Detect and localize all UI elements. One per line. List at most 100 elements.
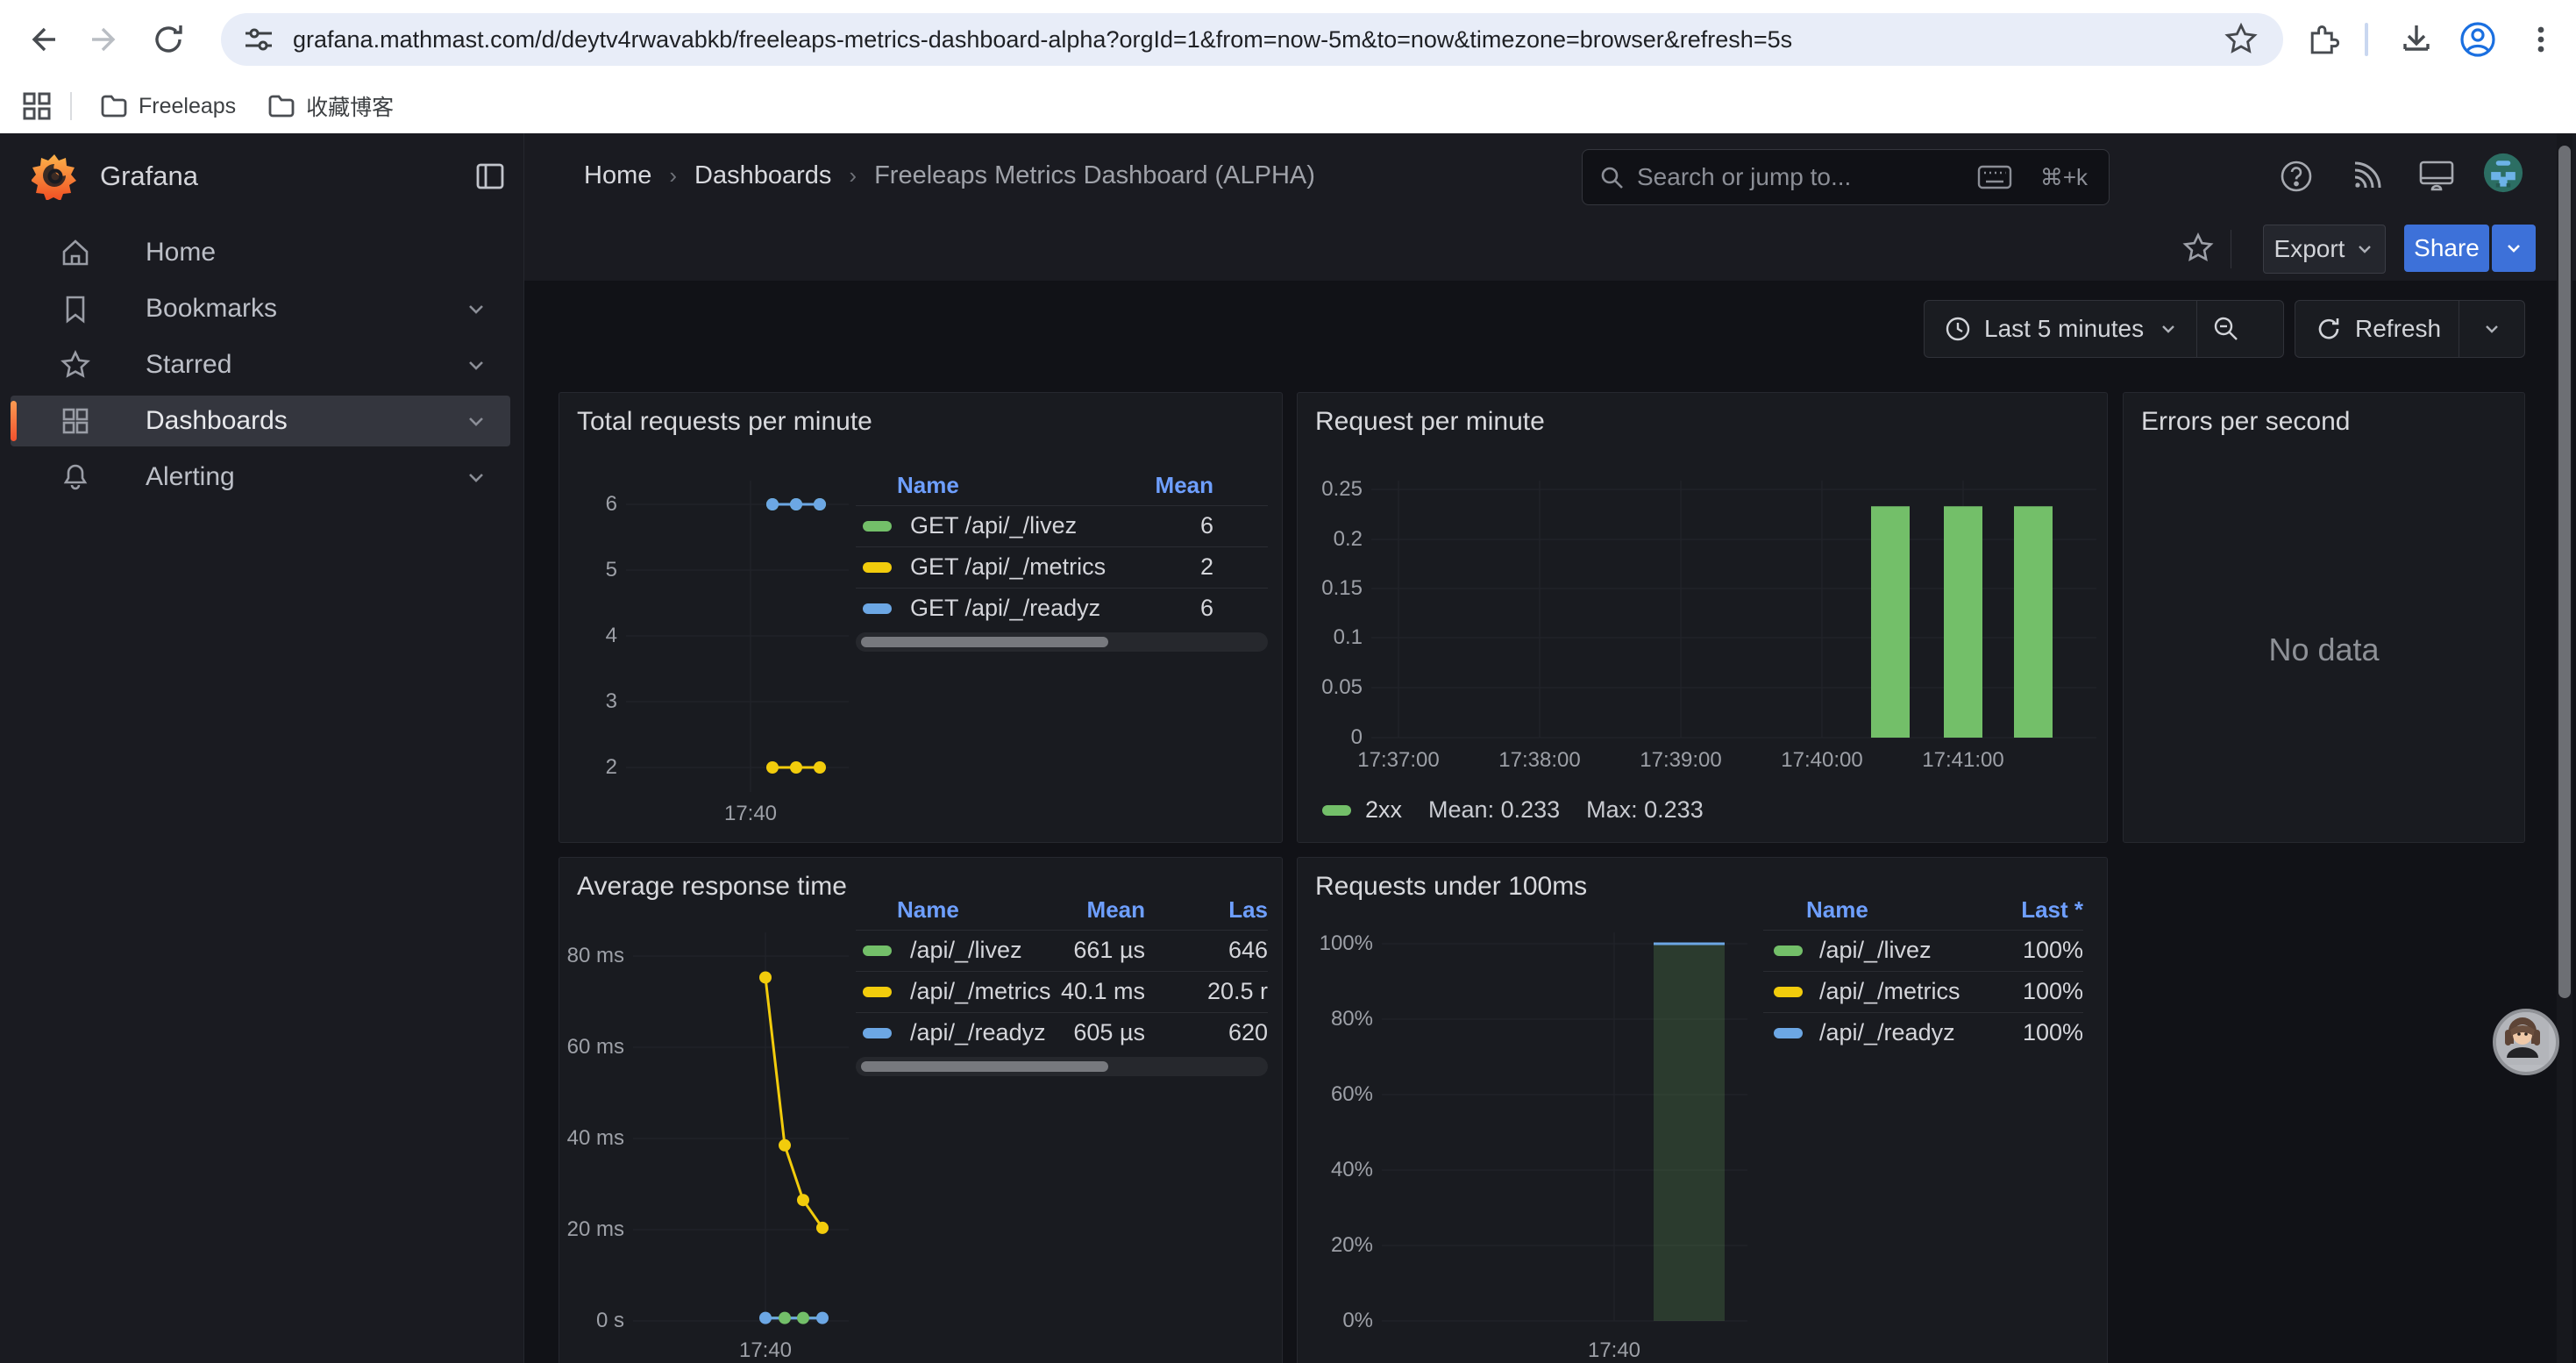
refresh-icon <box>2315 315 2343 343</box>
row-separator <box>1763 1012 2083 1013</box>
profile-icon[interactable] <box>2453 15 2502 64</box>
apps-grid-icon[interactable] <box>16 85 58 127</box>
sidebar-item-starred[interactable]: Starred <box>11 339 510 390</box>
site-settings-icon[interactable] <box>244 25 274 54</box>
legend-col-header: Name <box>897 896 959 923</box>
data-point <box>797 1311 809 1324</box>
y-axis-tick: 0% <box>1342 1309 1373 1332</box>
forward-icon[interactable] <box>81 15 130 64</box>
refresh-button-group[interactable]: Refresh <box>2295 300 2525 358</box>
chevron-down-icon[interactable] <box>465 410 487 432</box>
divider <box>2196 301 2198 357</box>
x-axis-tick: 17:40:00 <box>1781 748 1863 772</box>
sidebar-toggle-icon[interactable] <box>473 160 507 193</box>
series-value: 100% <box>2022 978 2083 1004</box>
series-value: 100% <box>2022 1019 2083 1045</box>
data-point <box>766 761 779 774</box>
user-avatar[interactable] <box>2483 153 2523 193</box>
reload-icon[interactable] <box>144 15 193 64</box>
breadcrumb-home[interactable]: Home <box>584 161 652 189</box>
extensions-icon[interactable] <box>2297 15 2346 64</box>
scrollbar-thumb[interactable] <box>2558 146 2571 998</box>
series-swatch <box>863 987 892 997</box>
news-rss-icon[interactable] <box>2346 156 2387 196</box>
url-text[interactable]: grafana.mathmast.com/d/deytv4rwavabkb/fr… <box>293 25 1793 53</box>
bookmarks-divider <box>70 92 72 120</box>
panel-title: Average response time <box>577 872 847 901</box>
legend-col-header: Last * <box>2021 896 2083 923</box>
series-name: /api/_/readyz <box>1819 1019 1955 1045</box>
refresh-label: Refresh <box>2355 315 2442 342</box>
assistant-avatar[interactable] <box>2493 1009 2559 1075</box>
legend-table[interactable]: Name Mean GET /api/_/livez 6 GET /api/_/metr… <box>856 393 1268 842</box>
time-range-label: Last 5 minutes <box>1984 315 2145 342</box>
export-button[interactable]: Export <box>2263 225 2386 274</box>
row-separator <box>1763 930 2083 931</box>
panel-request-per-minute[interactable]: Request per minute 0.25 0.2 0.15 0.1 0.05 0 1… <box>1297 392 2108 843</box>
keyboard-icon <box>1977 164 2012 190</box>
legend-table[interactable]: Name Last * /api/_/livez 100% /api/_/metrics… <box>1763 858 2083 1121</box>
bookmark-folder-blogs[interactable]: 收藏博客 <box>252 87 409 125</box>
no-data-message: No data <box>2268 632 2380 667</box>
y-axis-tick: 80 ms <box>566 944 624 967</box>
toolbar-divider <box>2365 23 2368 56</box>
y-axis-tick: 4 <box>605 624 617 647</box>
chart-shape <box>2014 506 2053 738</box>
legend-col-header: Mean <box>1086 896 1145 923</box>
grafana-logo[interactable] <box>32 153 77 200</box>
panel-total-requests[interactable]: Total requests per minute 6 5 4 3 2 17:40 Na… <box>559 392 1283 843</box>
favorite-star-icon[interactable] <box>2181 232 2215 265</box>
chevron-down-icon[interactable] <box>465 466 487 489</box>
series-swatch <box>863 946 892 956</box>
panel-average-response-time[interactable]: Average response time 80 ms 60 ms 40 ms 20 … <box>559 857 1283 1363</box>
breadcrumb-dashboards[interactable]: Dashboards <box>694 161 832 189</box>
bookmark-label: 收藏博客 <box>306 96 395 120</box>
legend-col-header: Name <box>1806 896 1868 923</box>
y-axis-tick: 80% <box>1330 1007 1373 1031</box>
series-value: 6 <box>1199 512 1213 539</box>
chevron-down-icon[interactable] <box>465 297 487 320</box>
bookmark-star-icon[interactable] <box>2224 22 2259 57</box>
sidebar-item-dashboards[interactable]: Dashboards <box>11 396 510 446</box>
data-point <box>779 1311 791 1324</box>
bookmark-folder-freeleaps[interactable]: Freeleaps <box>84 87 252 125</box>
row-separator <box>856 505 1268 506</box>
x-axis-tick: 17:39:00 <box>1640 748 1722 772</box>
panel-requests-under-100ms[interactable]: Requests under 100ms 100% 80% 60% 40% 20% 0% … <box>1297 857 2108 1363</box>
breadcrumb-separator: › <box>669 162 678 189</box>
sidebar-item-bookmarks[interactable]: Bookmarks <box>11 283 510 334</box>
series-name: /api/_/livez <box>910 937 1022 963</box>
row-separator <box>856 930 1268 931</box>
download-icon[interactable] <box>2392 15 2441 64</box>
data-point <box>814 498 826 510</box>
panel-errors-per-second[interactable]: Errors per second No data <box>2123 392 2525 843</box>
row-separator <box>856 588 1268 589</box>
time-range-picker[interactable]: Last 5 minutes <box>1924 300 2284 358</box>
legend[interactable]: 2xx Mean: 0.233 Max: 0.233 <box>1322 796 1704 824</box>
share-menu-button[interactable] <box>2492 225 2536 272</box>
page-scrollbar[interactable] <box>2557 133 2572 1363</box>
chevron-down-icon[interactable] <box>465 353 487 376</box>
chevron-down-icon <box>2162 325 2174 333</box>
legend-col-header: Mean <box>1155 472 1213 498</box>
sidebar-item-home[interactable]: Home <box>11 227 510 278</box>
back-icon[interactable] <box>18 15 67 64</box>
series-swatch <box>863 521 892 532</box>
share-button[interactable]: Share <box>2404 225 2489 272</box>
menu-kebab-icon[interactable] <box>2516 15 2565 64</box>
dashboards-grid-icon <box>58 403 93 439</box>
sidebar-item-alerting[interactable]: Alerting <box>11 452 510 503</box>
home-icon <box>58 235 93 270</box>
legend-table[interactable]: Name Mean Las/api/_/livez 661 µs 646/api/_/m… <box>856 858 1268 1121</box>
y-axis-tick: 0 s <box>595 1309 624 1332</box>
series-name: /api/_/livez <box>1819 937 1932 963</box>
y-axis-tick: 6 <box>605 492 617 516</box>
address-bar[interactable]: grafana.mathmast.com/d/deytv4rwavabkb/fr… <box>221 13 2283 66</box>
search-input[interactable]: Search or jump to... ⌘+k <box>1582 149 2110 205</box>
help-icon[interactable] <box>2276 156 2316 196</box>
star-icon <box>58 347 93 382</box>
folder-icon <box>268 95 295 118</box>
monitor-icon[interactable] <box>2416 156 2457 196</box>
zoom-out-icon[interactable] <box>2211 314 2241 344</box>
